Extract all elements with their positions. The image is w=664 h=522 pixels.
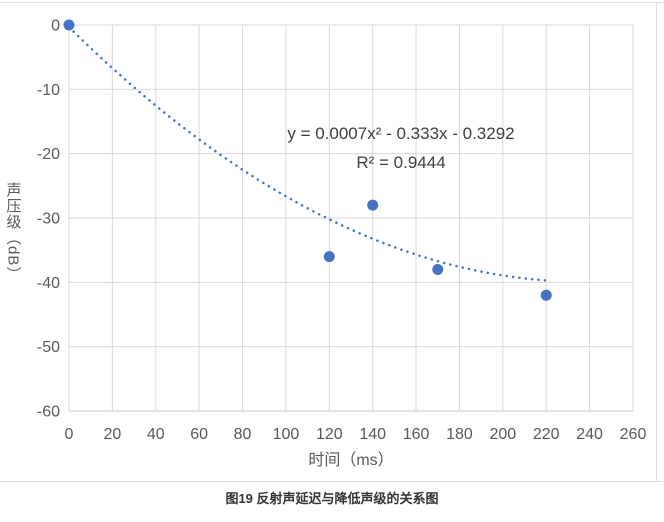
x-tick-label: 60 — [190, 426, 208, 443]
x-tick-label: 180 — [446, 426, 473, 443]
y-tick-label: 0 — [51, 18, 60, 35]
frame-right-border — [656, 2, 657, 481]
scatter-plot: 0 20 40 60 80 100 120 140 160 180 200 220 240 260 0 -10… — [37, 18, 647, 444]
data-point-marker — [432, 263, 444, 275]
data-point-marker — [367, 199, 379, 211]
x-tick-label: 200 — [489, 426, 516, 443]
x-tick-label: 120 — [316, 426, 343, 443]
x-tick-label: 140 — [359, 426, 386, 443]
x-tick-label: 240 — [576, 426, 603, 443]
y-tick-label: -60 — [37, 404, 60, 421]
x-tick-label: 0 — [65, 426, 74, 443]
y-tick-label: -30 — [37, 211, 60, 228]
x-tick-label: 160 — [403, 426, 430, 443]
y-axis-title: 声压级（dB） — [4, 181, 22, 283]
y-tick-label: -10 — [37, 82, 60, 99]
trendline-r-squared: R² = 0.9444 — [356, 153, 446, 172]
x-tick-label: 20 — [103, 426, 121, 443]
x-tick-label: 260 — [620, 426, 647, 443]
x-tick-label: 220 — [533, 426, 560, 443]
y-tick-label: -20 — [37, 146, 60, 163]
figure-caption: 图19 反射声延迟与降低声级的关系图 — [225, 491, 439, 506]
trendline-equation: y = 0.0007x² - 0.333x - 0.3292 — [287, 124, 515, 143]
data-point-marker — [540, 289, 552, 301]
data-point-marker — [323, 251, 335, 263]
x-tick-label: 40 — [147, 426, 165, 443]
trendline-dotted — [67, 25, 549, 282]
trendline-annotation: y = 0.0007x² - 0.333x - 0.3292 R² = 0.94… — [254, 119, 548, 177]
x-tick-label: 100 — [273, 426, 300, 443]
chart-area: 0 20 40 60 80 100 120 140 160 180 200 220 240 260 0 -10… — [4, 18, 647, 470]
data-point-marker — [63, 19, 75, 31]
x-tick-label: 80 — [234, 426, 252, 443]
frame-bottom-divider — [0, 481, 664, 482]
y-tick-label: -40 — [37, 275, 60, 292]
x-axis-title: 时间（ms） — [308, 452, 394, 469]
y-tick-label: -50 — [37, 339, 60, 356]
frame-top-border — [0, 2, 664, 3]
